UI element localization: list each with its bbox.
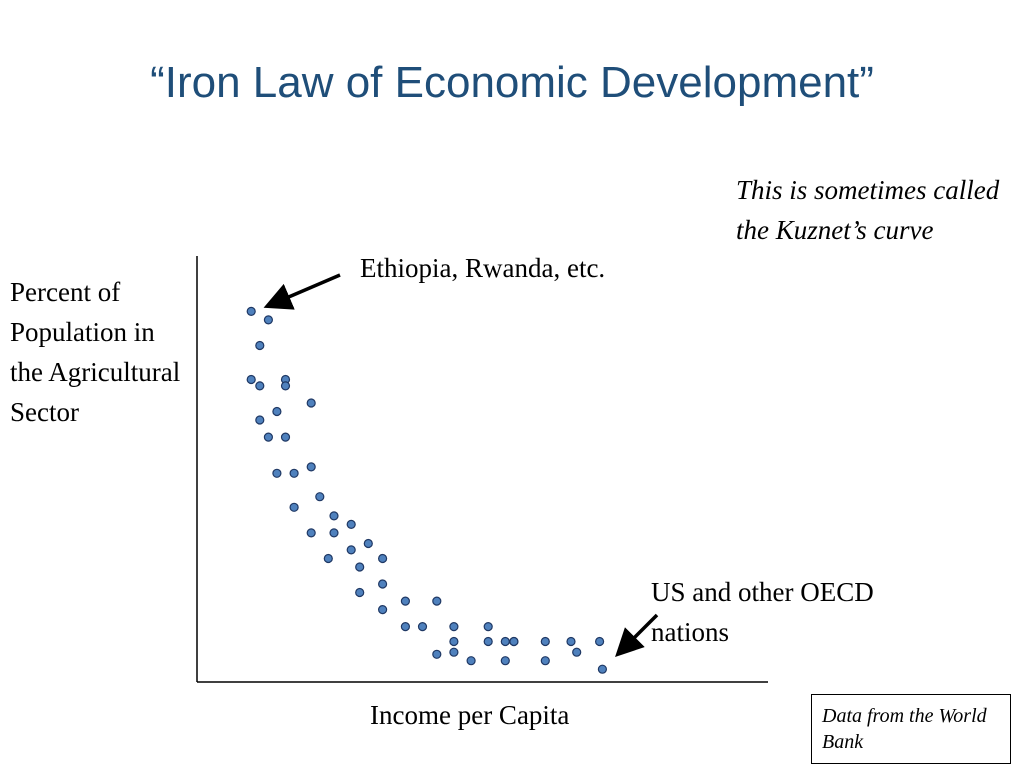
scatter-point bbox=[378, 553, 388, 564]
scatter-point bbox=[289, 468, 299, 478]
scatter-point bbox=[272, 468, 282, 478]
arrow-to-ethiopia-rwanda bbox=[263, 273, 341, 310]
scatter-point bbox=[315, 492, 325, 502]
y-axis-label: Percent of Population in the Agricultura… bbox=[10, 277, 181, 427]
scatter-point bbox=[246, 306, 256, 316]
scatter-point bbox=[263, 432, 273, 442]
scatter-point bbox=[346, 519, 356, 530]
scatter-point bbox=[540, 656, 550, 666]
scatter-point bbox=[289, 502, 299, 512]
scatter-point bbox=[306, 398, 316, 408]
scatter-point bbox=[572, 647, 582, 657]
scatter-point bbox=[363, 538, 373, 549]
scatter-point bbox=[378, 579, 388, 589]
scatter-point bbox=[280, 432, 291, 442]
scatter-point bbox=[449, 647, 459, 657]
scatter-point bbox=[449, 621, 459, 632]
annotation-oecd: US and other OECD nations bbox=[651, 577, 874, 647]
scatter-point bbox=[378, 604, 388, 615]
scatter-point bbox=[566, 636, 576, 647]
scatter-point bbox=[466, 656, 476, 666]
scatter-point bbox=[432, 649, 442, 659]
scatter-point bbox=[500, 656, 510, 666]
annotation-ethiopia-rwanda: Ethiopia, Rwanda, etc. bbox=[360, 253, 606, 283]
scatter-point bbox=[306, 528, 316, 538]
scatter-point bbox=[329, 528, 339, 538]
scatter-point bbox=[483, 621, 493, 632]
scatter-point bbox=[246, 374, 256, 385]
scatter-point bbox=[355, 587, 365, 598]
scatter-point bbox=[483, 636, 493, 647]
scatter-point bbox=[417, 621, 428, 632]
source-text: Data from the World Bank bbox=[822, 705, 987, 753]
scatter-point bbox=[594, 636, 605, 647]
scatter-point bbox=[597, 664, 608, 674]
scatter-point bbox=[500, 636, 510, 647]
scatter-point bbox=[263, 315, 273, 325]
slide-title: “Iron Law of Economic Development” bbox=[150, 58, 874, 107]
scatter-point bbox=[323, 553, 333, 564]
source-box: Data from the World Bank bbox=[811, 694, 1011, 764]
arrow-to-oecd bbox=[615, 613, 659, 657]
scatter-point bbox=[449, 636, 459, 647]
kuznets-note: This is sometimes called the Kuznet’s cu… bbox=[736, 175, 1000, 245]
scatter-point bbox=[355, 562, 365, 572]
scatter-point bbox=[255, 415, 265, 425]
scatter-point bbox=[329, 511, 339, 521]
scatter-point bbox=[255, 381, 265, 391]
scatter-point bbox=[280, 381, 291, 391]
scatter-point bbox=[432, 596, 442, 606]
scatter-point bbox=[346, 545, 356, 555]
scatter-point bbox=[400, 596, 410, 606]
scatter-point bbox=[400, 621, 410, 632]
scatter-point bbox=[540, 636, 550, 647]
data-points bbox=[246, 306, 608, 674]
scatter-point bbox=[306, 462, 316, 472]
scatter-point bbox=[509, 636, 519, 647]
x-axis-label: Income per Capita bbox=[370, 700, 570, 730]
scatter-point bbox=[272, 406, 282, 417]
scatter-point bbox=[255, 340, 265, 351]
